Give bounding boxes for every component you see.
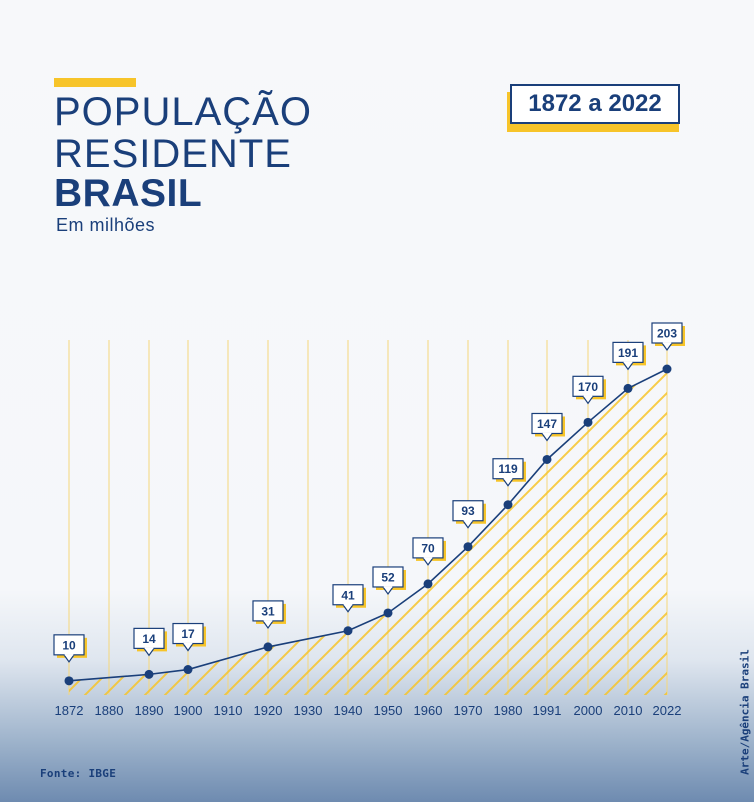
page-title-line-1: POPULAÇÃO [54,90,312,134]
data-point [343,626,353,636]
data-label: 31 [261,604,275,618]
data-point [144,669,154,679]
data-label: 52 [381,570,395,584]
data-label-group-1950: 52 [372,566,406,596]
data-label-group-1900: 17 [172,622,206,652]
data-label-group-1890: 14 [133,627,167,657]
period-badge: 1872 a 2022 [510,84,680,124]
page-title-line-3: BRASIL [54,172,203,215]
x-tick-label: 1920 [254,703,283,718]
callout-pointer [541,433,553,442]
data-label-group-1960: 70 [412,537,446,566]
x-tick-label: 1880 [95,703,124,718]
area-fill [69,369,667,695]
data-label-group-1980: 119 [492,458,526,487]
callout-pointer [182,643,194,652]
data-point [662,364,672,374]
x-tick-label: 1872 [55,703,84,718]
x-tick-label: 1970 [454,703,483,718]
x-tick-label: 1991 [533,703,562,718]
callout-pointer [342,604,354,613]
data-label: 119 [498,462,518,476]
x-tick-label: 2000 [574,703,603,718]
data-point [383,608,393,618]
data-label: 170 [578,380,598,394]
callout-pointer [661,342,673,352]
data-label: 70 [421,541,435,555]
title-accent-bar [54,78,136,87]
x-tick-label: 1950 [374,703,403,718]
x-tick-label: 1960 [414,703,443,718]
data-label: 191 [618,346,638,360]
page-title-line-2: RESIDENTE [54,132,292,176]
data-label: 14 [142,632,156,646]
data-label: 147 [537,417,557,431]
x-tick-label: 1980 [494,703,523,718]
x-tick-label: 1940 [334,703,363,718]
x-tick-label: 1890 [135,703,164,718]
x-tick-label: 2022 [653,703,682,718]
callout-pointer [462,520,474,529]
data-label: 203 [657,327,677,341]
data-label: 10 [62,638,76,652]
data-label: 41 [341,588,355,602]
data-point [64,676,74,686]
data-point [183,665,193,675]
data-point [423,579,433,589]
callout-pointer [143,648,155,657]
data-label-group-1920: 31 [252,600,286,629]
data-label: 93 [461,504,475,518]
data-point [542,454,552,464]
art-credit: Arte/Agência Brasil [738,649,752,775]
data-point [263,642,273,652]
callout-pointer [582,395,594,405]
callout-pointer [382,586,394,596]
data-label-group-1940: 41 [332,584,366,613]
data-label-group-1991: 147 [531,412,565,442]
callout-pointer [262,620,274,629]
x-tick-label: 1900 [174,703,203,718]
data-label-group-1970: 93 [452,500,486,529]
callout-pointer [63,654,75,663]
callout-pointer [502,478,514,487]
x-tick-label: 1930 [294,703,323,718]
x-tick-label: 1910 [214,703,243,718]
data-point [503,500,513,510]
data-point [623,383,633,393]
x-tick-label: 2010 [614,703,643,718]
data-label-group-2010: 191 [612,341,646,371]
callout-pointer [622,362,634,371]
data-label-group-2022: 203 [651,322,685,352]
subtitle-units: Em milhões [56,215,156,235]
callout-pointer [422,557,434,566]
data-label-group-1872: 10 [53,634,87,663]
data-label-group-2000: 170 [572,375,606,405]
data-point [583,417,593,427]
source-note: Fonte: IBGE [40,767,117,780]
data-point [463,542,473,552]
data-label: 17 [181,627,195,641]
